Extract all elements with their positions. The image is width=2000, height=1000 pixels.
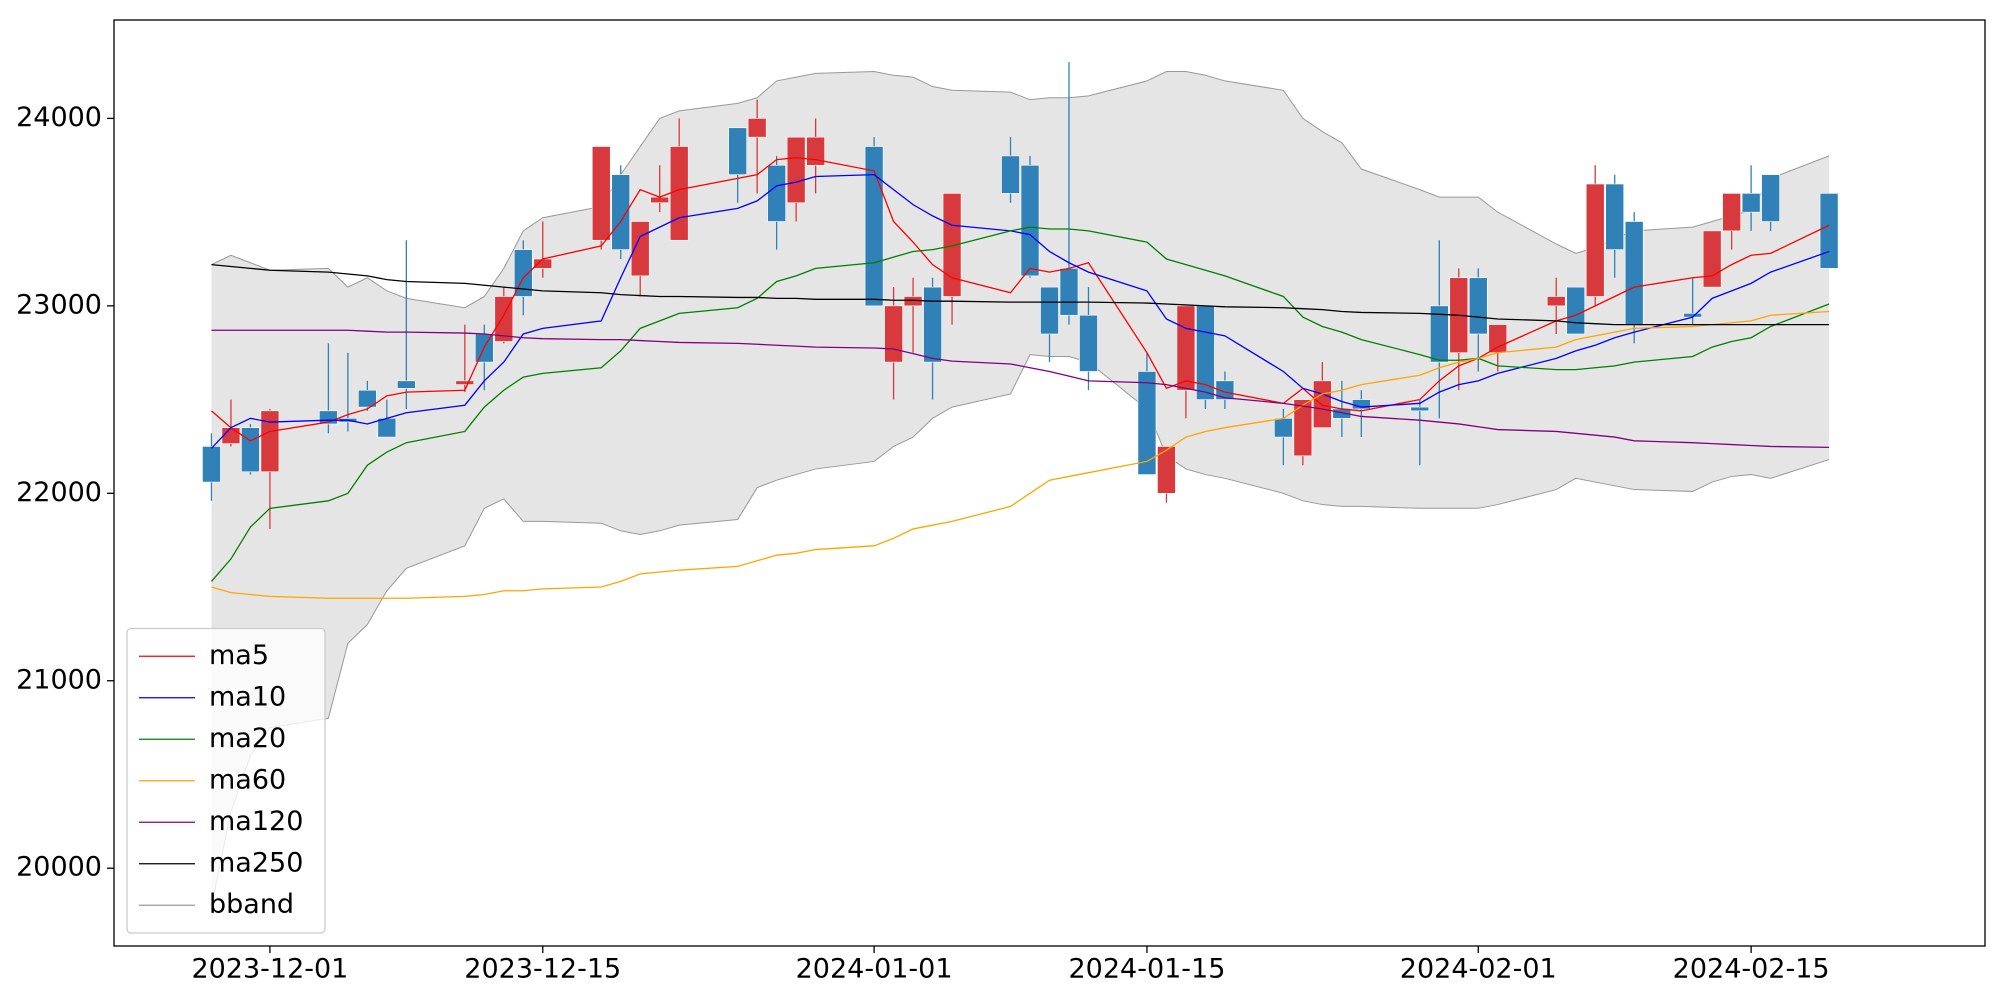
- candle-body: [923, 286, 942, 363]
- ma-line: [210, 226, 1830, 582]
- legend-label: ma5: [209, 640, 269, 671]
- legend-label: ma250: [209, 847, 303, 878]
- candle-body: [1410, 406, 1430, 412]
- candle-body: [1761, 174, 1780, 222]
- ma-line: [211, 329, 1830, 449]
- candle-body: [786, 136, 806, 204]
- candle-body: [1819, 193, 1839, 269]
- candle-body: [1722, 193, 1741, 232]
- candle-body: [1196, 305, 1215, 400]
- candle-body: [455, 380, 475, 385]
- x-tick-label: 2024-02-15: [1673, 954, 1830, 985]
- ma-line: [211, 310, 1830, 599]
- candle-body: [806, 136, 825, 166]
- candle-body: [1429, 305, 1449, 363]
- candle-body: [611, 174, 631, 250]
- candle-body: [1059, 268, 1079, 316]
- candle-body: [650, 196, 670, 204]
- y-tick-label: 24000: [16, 102, 102, 133]
- y-tick-label: 23000: [16, 289, 102, 320]
- candle-body: [884, 305, 903, 363]
- candle-body: [221, 427, 241, 444]
- candle-body: [260, 410, 280, 473]
- legend: ma5 ma10 ma20 ma60 ma120 ma250 bband: [126, 627, 326, 934]
- candle-body: [630, 221, 650, 277]
- x-tick-label: 2023-12-01: [191, 954, 348, 985]
- candle-body: [1079, 314, 1098, 372]
- legend-label: ma60: [209, 764, 286, 795]
- x-tick-label: 2024-02-01: [1400, 954, 1557, 985]
- candle-body: [1020, 164, 1040, 277]
- candle-body: [1313, 380, 1332, 429]
- legend-label: bband: [209, 889, 294, 920]
- band-area: [211, 71, 1830, 906]
- candle-body: [1274, 418, 1293, 438]
- candle-body: [1488, 324, 1508, 354]
- candle-body: [728, 127, 747, 175]
- candle-body: [669, 146, 689, 241]
- candle-body: [1468, 277, 1488, 335]
- candle-body: [1546, 296, 1566, 307]
- legend-label: ma20: [209, 723, 286, 754]
- candle-body: [1137, 371, 1157, 475]
- candle-body: [591, 146, 611, 241]
- x-tick-label: 2024-01-15: [1068, 954, 1225, 985]
- legend-frame: [126, 627, 326, 934]
- candle-body: [241, 427, 260, 473]
- candle-body: [1585, 183, 1605, 297]
- band-lower: [210, 354, 1830, 906]
- candle-body: [767, 164, 786, 222]
- candle-body: [864, 146, 884, 307]
- candle-body: [1741, 193, 1761, 213]
- candle-body: [533, 258, 553, 269]
- legend-label: ma10: [209, 681, 286, 712]
- candle-body: [1566, 286, 1586, 335]
- candle-body: [1605, 183, 1624, 250]
- candle-body: [513, 249, 533, 297]
- plot-frame: [113, 19, 1986, 947]
- ma-line: [210, 173, 1830, 449]
- candle-body: [1001, 155, 1020, 194]
- y-tick-label: 21000: [16, 664, 102, 695]
- candle-body: [397, 380, 416, 389]
- candle-body: [1157, 446, 1176, 494]
- y-tick-label: 22000: [16, 477, 102, 508]
- candle-body: [1176, 305, 1196, 391]
- x-tick-label: 2024-01-01: [796, 954, 953, 985]
- candle-body: [358, 389, 377, 408]
- candle-body: [747, 118, 767, 138]
- candle-body: [1040, 286, 1059, 335]
- ma-line: [211, 263, 1830, 326]
- legend-label: ma120: [209, 806, 303, 837]
- candle-body: [1624, 221, 1644, 325]
- candle-body: [377, 418, 397, 438]
- band-upper: [211, 71, 1830, 309]
- candle-body: [202, 446, 221, 483]
- y-tick-label: 20000: [16, 852, 102, 883]
- candle-body: [1293, 399, 1313, 457]
- candle-body: [942, 193, 962, 297]
- candle-body: [1215, 380, 1235, 400]
- candle-body: [1702, 230, 1722, 288]
- ma-line: [211, 157, 1830, 442]
- x-tick-label: 2023-12-15: [464, 954, 621, 985]
